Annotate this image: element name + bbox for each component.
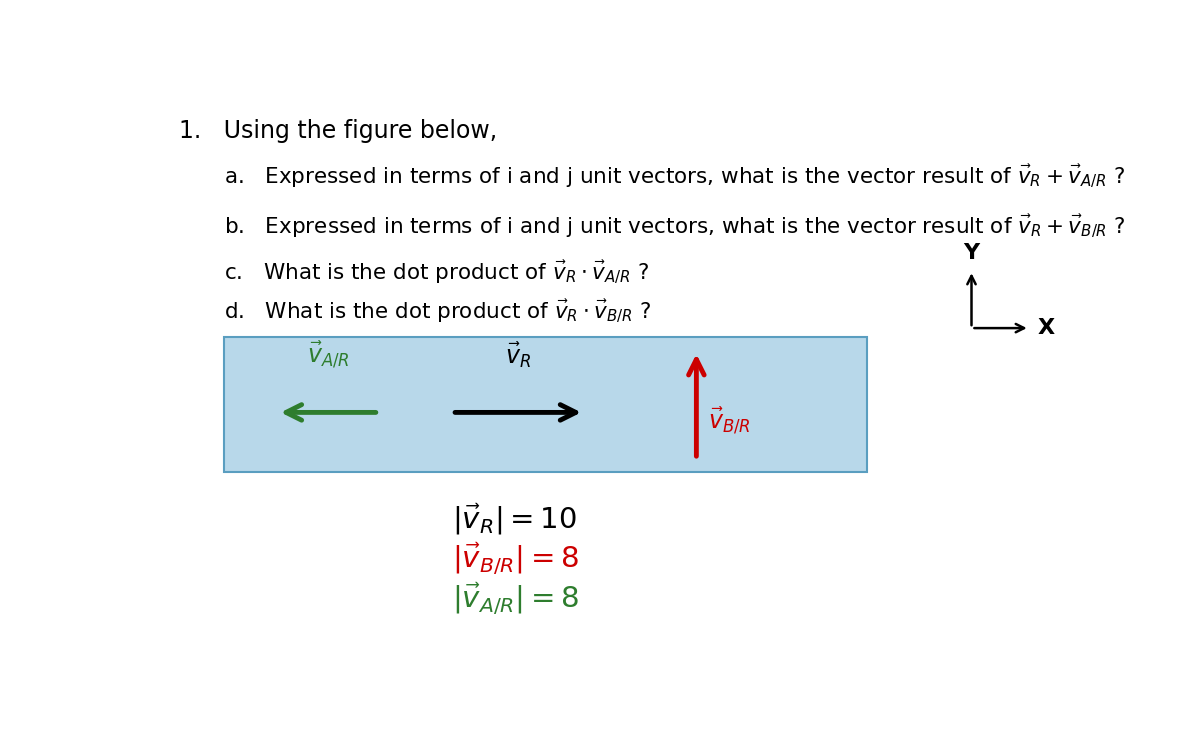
Text: a.   Expressed in terms of i and j unit vectors, what is the vector result of $\: a. Expressed in terms of i and j unit ve…	[223, 162, 1124, 190]
Text: X: X	[1037, 318, 1055, 338]
Text: $\vec{v}_{A/R}$: $\vec{v}_{A/R}$	[307, 339, 349, 370]
Text: c.   What is the dot product of $\vec{v}_R \cdot \vec{v}_{A/R}$ ?: c. What is the dot product of $\vec{v}_R…	[223, 259, 649, 286]
Text: 1.   Using the figure below,: 1. Using the figure below,	[180, 118, 498, 142]
Text: $|\vec{v}_{A/R}| = 8$: $|\vec{v}_{A/R}| = 8$	[452, 581, 580, 618]
Text: $\vec{v}_{B/R}$: $\vec{v}_{B/R}$	[708, 405, 751, 436]
Text: $|\vec{v}_{B/R}| = 8$: $|\vec{v}_{B/R}| = 8$	[452, 542, 580, 577]
Text: b.   Expressed in terms of i and j unit vectors, what is the vector result of $\: b. Expressed in terms of i and j unit ve…	[223, 212, 1126, 240]
Text: d.   What is the dot product of $\vec{v}_R \cdot \vec{v}_{B/R}$ ?: d. What is the dot product of $\vec{v}_R…	[223, 297, 650, 325]
Text: $|\vec{v}_R| = 10$: $|\vec{v}_R| = 10$	[452, 501, 577, 537]
Text: $\vec{v}_R$: $\vec{v}_R$	[505, 340, 532, 370]
Polygon shape	[223, 337, 866, 472]
Text: Y: Y	[964, 243, 979, 263]
